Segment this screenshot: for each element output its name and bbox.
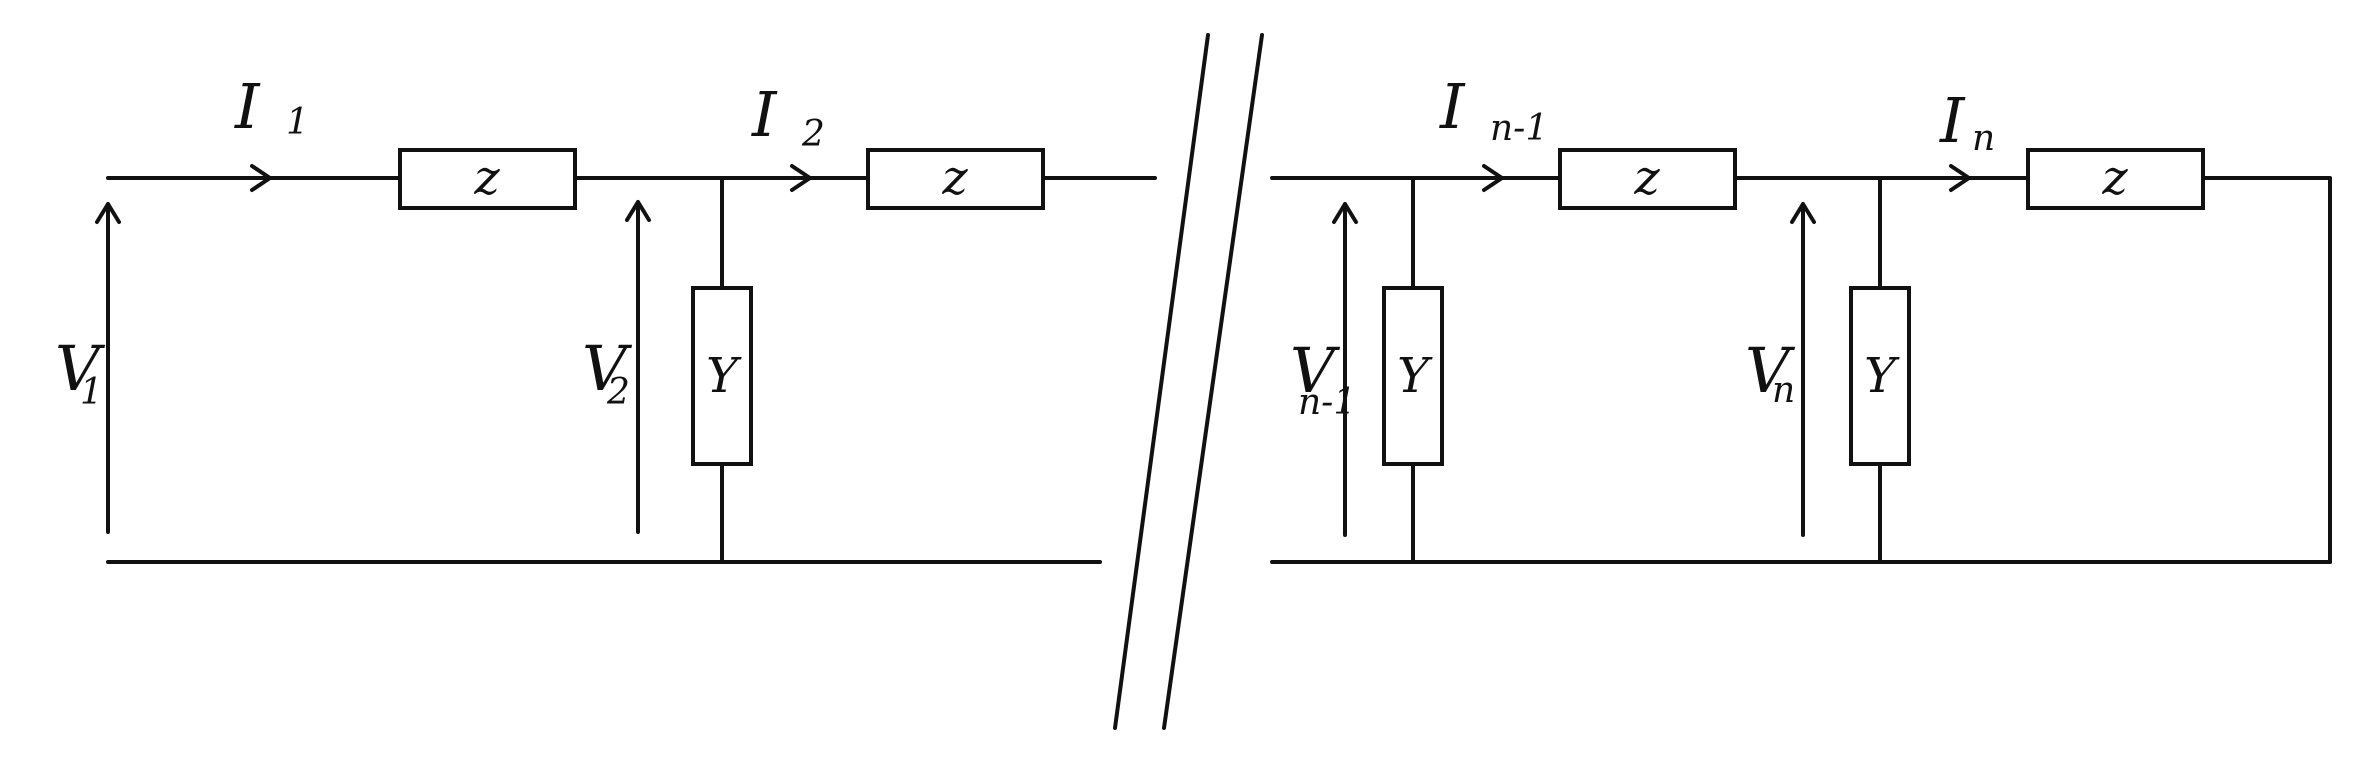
shunt-admittance-n-minus-1 xyxy=(1382,286,1444,466)
break-slash-1 xyxy=(1113,33,1210,730)
series-impedance-n-minus-1-label: z xyxy=(1633,150,1660,206)
shunt-admittance-n xyxy=(1849,286,1911,466)
shunt-admittance-n-minus-1-label: Y xyxy=(1397,348,1433,404)
voltage-label-vn-minus-1: V n-1 xyxy=(1290,334,1356,423)
continuation-break-mark xyxy=(1113,33,1264,730)
voltage-arrow-v2 xyxy=(625,200,651,534)
current-label-i1: I 1 xyxy=(234,70,309,143)
series-impedance-n xyxy=(2026,148,2205,210)
series-impedance-1-label: z xyxy=(473,150,500,206)
series-impedance-2-label: z xyxy=(941,150,968,206)
right-section: z z Y Y I n-1 I n V n-1 xyxy=(1270,70,2332,564)
series-impedance-n-label: z xyxy=(2101,150,2128,206)
current-arrow-in xyxy=(1949,164,1971,192)
current-arrow-i2 xyxy=(790,164,812,192)
current-arrow-i1 xyxy=(250,164,272,192)
series-impedance-n-minus-1 xyxy=(1558,148,1737,210)
shunt-admittance-1-label: Y xyxy=(706,348,742,404)
current-label-in: I n xyxy=(1939,84,1995,159)
left-section: z z Y I 1 I 2 V 1 V 2 xyxy=(55,70,1157,564)
voltage-arrow-v1 xyxy=(95,202,121,534)
current-arrow-in-minus-1 xyxy=(1482,164,1504,192)
voltage-arrow-vn-minus-1 xyxy=(1332,202,1358,537)
break-slash-2 xyxy=(1162,33,1264,730)
shunt-admittance-n-label: Y xyxy=(1864,348,1900,404)
voltage-label-v1: V 1 xyxy=(55,332,106,413)
series-impedance-1 xyxy=(398,148,577,210)
voltage-arrow-vn xyxy=(1790,202,1816,537)
current-label-in-minus-1: I n-1 xyxy=(1439,70,1548,149)
series-impedance-2 xyxy=(866,148,1045,210)
voltage-label-vn: V n xyxy=(1745,334,1796,411)
shunt-admittance-1 xyxy=(691,286,753,466)
voltage-label-v2: V 2 xyxy=(582,332,633,413)
current-label-i2: I 2 xyxy=(751,78,825,155)
